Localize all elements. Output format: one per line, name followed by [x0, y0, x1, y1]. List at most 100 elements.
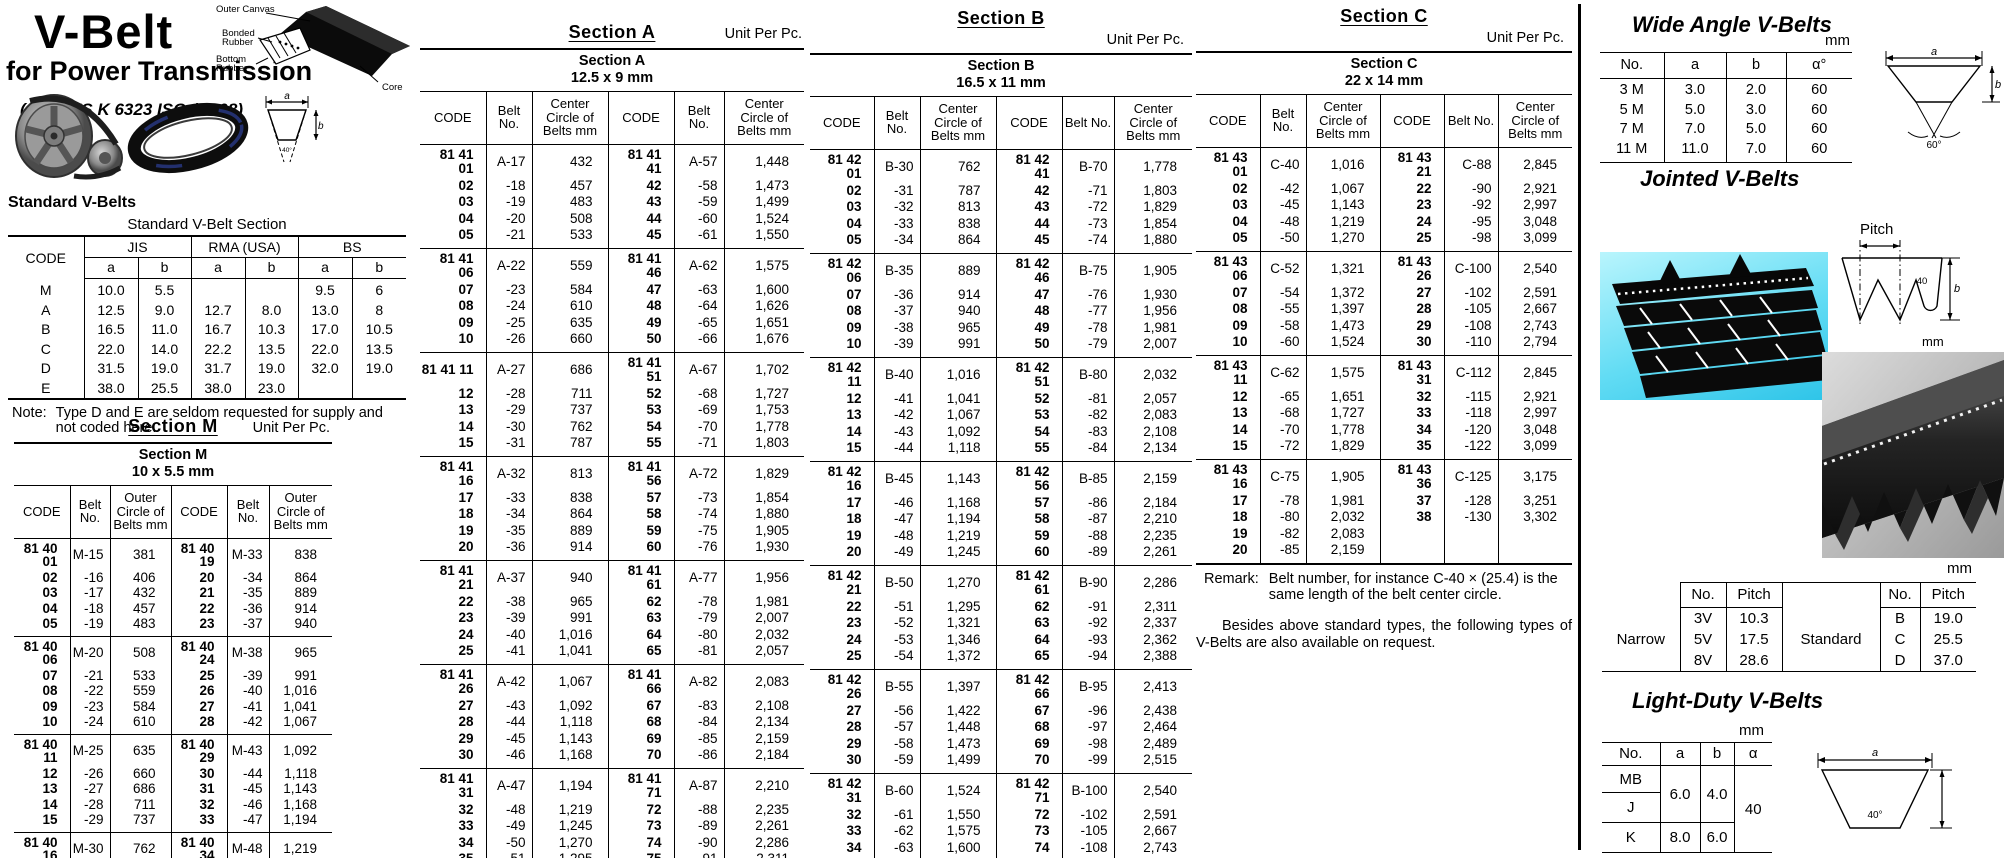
cell: 45 — [607, 227, 674, 248]
cell: 889 — [268, 585, 332, 601]
dim-a-label: a — [284, 91, 290, 102]
table-row: 5V 17.5 C 25.5 — [1602, 629, 1976, 650]
cell: -70 — [1259, 421, 1306, 438]
cell: 19.0 — [137, 359, 191, 379]
table-row: 02 -16 406 20 -34 864 — [14, 569, 332, 585]
cell: 2,108 — [723, 697, 804, 714]
cell: -47 — [873, 511, 920, 528]
circle-header: Outer Circle of Belts mm — [109, 485, 171, 539]
cell: -76 — [673, 539, 724, 560]
table-row: 81 43 11 C-62 1,575 81 43 31 C-112 2,845 — [1196, 354, 1572, 389]
cell: -45 — [1259, 197, 1306, 214]
table-row: 81 41 31 A-47 1,194 81 41 71 A-87 2,210 — [420, 767, 804, 802]
cell: -88 — [673, 801, 724, 818]
cell: E — [41, 379, 51, 396]
code-header: CODE — [995, 96, 1062, 150]
circle-header: Center Circle of Belts mm — [1113, 96, 1192, 150]
cell: 37 — [1379, 492, 1444, 509]
cell: -28 — [69, 796, 110, 812]
cell: 13 — [846, 407, 862, 422]
cell: 60 — [607, 539, 674, 560]
belt-dimension-diagram: a 40° b — [265, 91, 324, 163]
cell: -41 — [485, 643, 532, 664]
cell: 50 — [995, 336, 1062, 357]
cell: C-125 — [1443, 458, 1498, 493]
cell: 22.2 — [190, 339, 245, 359]
cell: 17.0 — [297, 320, 352, 340]
cell: 1,905 — [1305, 458, 1380, 493]
label-outer-canvas: Outer Canvas — [216, 4, 275, 15]
cell: 75 — [995, 856, 1062, 858]
cell: 47 — [995, 286, 1062, 303]
cell: 22.0 — [297, 339, 352, 359]
row-group: 81 41 01 A-17 432 81 41 41 A-57 1,448 02 -18 457… — [420, 144, 804, 248]
cell: -52 — [873, 615, 920, 632]
cell: 81 43 11 — [1196, 354, 1260, 389]
table-row: 81 41 16 A-32 813 81 41 56 A-72 1,829 — [420, 455, 804, 490]
cell: 1,550 — [919, 806, 996, 823]
cell: K — [1625, 829, 1636, 846]
cell: -105 — [1443, 301, 1498, 318]
table-row: 18 -47 1,194 58 -87 2,210 — [810, 511, 1192, 528]
table-row: 35-511,29575-912,311 — [420, 851, 804, 858]
cell: 81 43 06 — [1196, 250, 1260, 285]
cell: 2,032 — [723, 626, 804, 643]
cell: 1,321 — [919, 615, 996, 632]
table-row: 29 -58 1,473 69 -98 2,489 — [810, 735, 1192, 752]
table-row: 20 -85 2,159 — [1196, 542, 1572, 564]
cell: -57 — [873, 719, 920, 736]
cell: B — [41, 321, 51, 337]
cell: 1,524 — [919, 772, 996, 807]
cell: 1,905 — [1113, 252, 1192, 287]
cell: 60 — [1785, 78, 1852, 101]
cell: -86 — [1061, 494, 1114, 511]
cell: 762 — [109, 831, 171, 858]
row-group: 81 41 11 A-27 686 81 41 51 A-67 1,702 12 -28 711… — [420, 351, 804, 456]
cell: 17.5 — [1725, 629, 1782, 650]
cell: 81 40 29 — [170, 733, 227, 766]
label-bottom-rubber: Rubber — [216, 63, 247, 74]
cell: 14 — [846, 423, 862, 439]
cell: 14 — [1232, 421, 1248, 437]
remark-label: Remark: — [1204, 570, 1259, 587]
cell: 11 M — [1616, 140, 1648, 157]
cell: -120 — [1443, 421, 1498, 438]
cell: -59 — [673, 194, 724, 211]
cell: 45 — [995, 232, 1062, 253]
section-a-column: Section A Unit Per Pc. Section A 12.5 x 9… — [420, 22, 804, 858]
cell: 24 — [1379, 213, 1444, 230]
table-row: 09 -25 635 49 -65 1,651 — [420, 314, 804, 331]
cell: 81 41 06 — [420, 247, 486, 282]
cell: 2,540 — [1113, 772, 1192, 807]
cell: 09 — [1232, 317, 1248, 333]
cell: 81 40 19 — [170, 538, 227, 570]
cell: 1,168 — [919, 494, 996, 511]
a-header: a — [83, 257, 138, 279]
cell: 2,159 — [1113, 460, 1192, 495]
cell: 1,092 — [919, 423, 996, 440]
cell: -95 — [1443, 213, 1498, 230]
cell: B-90 — [1061, 564, 1114, 599]
cell: A-82 — [673, 663, 724, 698]
cell: -81 — [1061, 390, 1114, 407]
wide-angle-heading: Wide Angle V-Belts — [1632, 12, 1832, 37]
cell: A-62 — [673, 247, 724, 282]
section-m-table: Section M 10 x 5.5 mm CODE Belt No. Outer… — [14, 442, 332, 858]
cell: -69 — [673, 402, 724, 419]
cell: J — [1602, 792, 1660, 823]
table-row: 13 -68 1,727 33 -118 2,997 — [1196, 405, 1572, 422]
cell: B-45 — [873, 460, 920, 495]
cell: 08 — [42, 683, 58, 698]
cell: 57 — [995, 494, 1062, 511]
cell: 1,651 — [723, 314, 804, 331]
right-panel: Wide Angle V-Belts mm No. a b α° 3 M 3.0 2… — [1594, 0, 2004, 858]
cell: -29 — [485, 402, 532, 419]
cell: 28 — [846, 719, 862, 734]
cell: 533 — [109, 667, 171, 683]
cell: -22 — [69, 683, 110, 699]
cell: -82 — [1259, 525, 1306, 542]
circle-header: Center Circle of Belts mm — [531, 91, 608, 145]
cell: 57 — [607, 489, 674, 506]
cell: 02 — [42, 569, 58, 585]
cell: A — [41, 301, 51, 318]
